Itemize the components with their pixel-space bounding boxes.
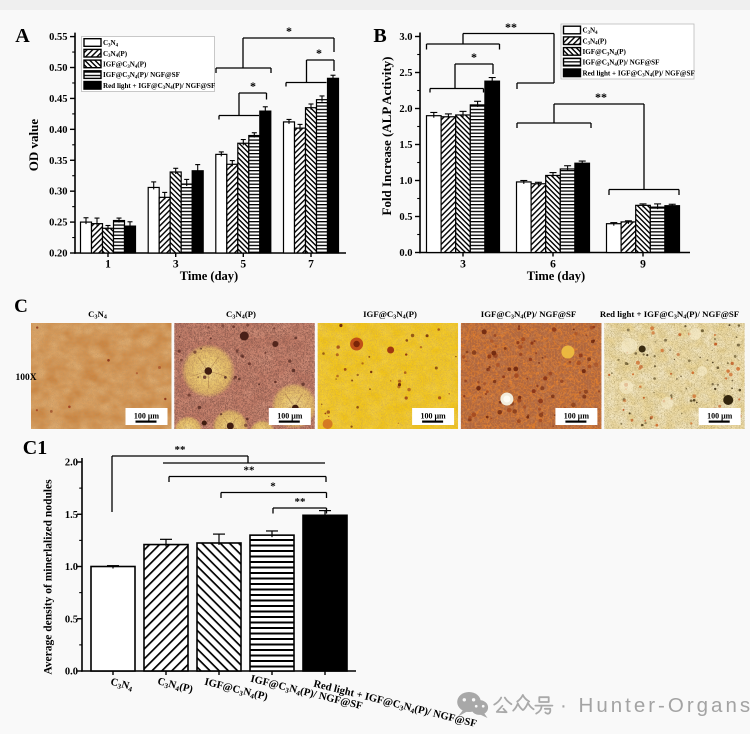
svg-text:IGF@C3​N4​(P): IGF@C3​N4​(P)	[363, 309, 417, 321]
svg-text:C3​N4​(P): C3​N4​(P)	[103, 50, 128, 59]
svg-text:*: *	[286, 24, 292, 38]
svg-text:C3​N4​: C3​N4​	[88, 309, 107, 321]
svg-text:**: **	[175, 444, 187, 456]
svg-text:Time (day): Time (day)	[527, 269, 585, 283]
svg-text:*: *	[471, 50, 477, 64]
svg-text:3.0: 3.0	[399, 32, 412, 43]
svg-text:IGF@C3​N4​(P)/ NGF@SF: IGF@C3​N4​(P)/ NGF@SF	[481, 309, 576, 321]
svg-text:C3​N4​(P): C3​N4​(P)	[226, 309, 256, 321]
svg-text:0.5: 0.5	[65, 614, 78, 625]
svg-text:1.5: 1.5	[399, 140, 412, 151]
svg-text:**: **	[505, 20, 517, 34]
svg-text:IGF@C3​N4​(P)/ NGF@SF: IGF@C3​N4​(P)/ NGF@SF	[583, 59, 660, 68]
svg-text:6: 6	[550, 259, 556, 271]
svg-text:**: **	[244, 465, 256, 477]
svg-text:*: *	[270, 481, 276, 493]
svg-text:B: B	[373, 25, 386, 47]
svg-text:· Hunter-Organs: · Hunter-Organs	[560, 694, 750, 717]
svg-text:9: 9	[640, 259, 646, 271]
svg-text:5: 5	[240, 259, 246, 271]
svg-text:0.30: 0.30	[49, 187, 67, 198]
svg-text:100 μm: 100 μm	[707, 412, 733, 421]
svg-text:100X: 100X	[15, 373, 36, 383]
svg-text:3: 3	[173, 259, 179, 271]
svg-text:1.0: 1.0	[399, 176, 412, 187]
svg-text:2.5: 2.5	[399, 68, 412, 79]
svg-text:**: **	[295, 496, 307, 508]
svg-text:C1: C1	[23, 437, 47, 459]
svg-text:Average density of minerlalize: Average density of minerlalized nodules	[43, 479, 55, 675]
svg-text:1.5: 1.5	[65, 510, 78, 521]
svg-text:100 μm: 100 μm	[564, 412, 590, 421]
svg-text:*: *	[316, 46, 322, 60]
svg-text:0.55: 0.55	[49, 32, 67, 43]
svg-text:0.0: 0.0	[65, 667, 78, 678]
svg-text:A: A	[15, 25, 30, 47]
svg-text:2.0: 2.0	[65, 458, 78, 469]
svg-text:C3​N4​: C3​N4​	[103, 39, 119, 48]
svg-text:Time (day): Time (day)	[180, 269, 238, 283]
svg-text:**: **	[595, 90, 607, 104]
svg-text:Red light + IGF@C3​N4​(P)/ NGF: Red light + IGF@C3​N4​(P)/ NGF@SF	[103, 82, 215, 91]
svg-text:C3​N4​: C3​N4​	[109, 677, 134, 694]
svg-text:1.0: 1.0	[65, 562, 78, 573]
svg-text:IGF@C3​N4​(P): IGF@C3​N4​(P)	[103, 61, 147, 70]
svg-text:1: 1	[105, 259, 111, 271]
svg-text:0.40: 0.40	[49, 125, 67, 136]
svg-text:*: *	[250, 79, 256, 93]
svg-text:C: C	[14, 296, 28, 317]
svg-text:IGF@C3​N4​(P)/ NGF@SF: IGF@C3​N4​(P)/ NGF@SF	[103, 71, 180, 80]
svg-text:2.0: 2.0	[399, 104, 412, 115]
svg-text:C3​N4​(P): C3​N4​(P)	[156, 676, 194, 696]
svg-text:0.0: 0.0	[399, 248, 412, 259]
svg-text:0.45: 0.45	[49, 94, 67, 105]
svg-text:Red light + IGF@C3​N4​(P)/ NGF: Red light + IGF@C3​N4​(P)/ NGF@SF	[600, 309, 739, 321]
svg-text:Red light + IGF@C3​N4​(P)/ NGF: Red light + IGF@C3​N4​(P)/ NGF@SF	[583, 69, 695, 78]
svg-text:0.35: 0.35	[49, 156, 67, 167]
svg-text:100 μm: 100 μm	[277, 412, 303, 421]
svg-text:Fold Increase (ALP Activity): Fold Increase (ALP Activity)	[379, 57, 394, 216]
svg-text:0.50: 0.50	[49, 63, 67, 74]
svg-text:C3​N4​: C3​N4​	[583, 27, 599, 36]
svg-text:3: 3	[460, 259, 466, 271]
svg-text:0.25: 0.25	[49, 218, 67, 229]
svg-text:0.5: 0.5	[399, 212, 412, 223]
svg-text:IGF@C3​N4​(P): IGF@C3​N4​(P)	[583, 48, 627, 57]
svg-text:7: 7	[308, 259, 314, 271]
svg-text:0.20: 0.20	[49, 249, 67, 260]
svg-text:C3​N4​(P): C3​N4​(P)	[583, 37, 608, 46]
svg-text:100 μm: 100 μm	[134, 412, 160, 421]
svg-text:100 μm: 100 μm	[420, 412, 446, 421]
svg-text:OD value: OD value	[26, 119, 41, 172]
